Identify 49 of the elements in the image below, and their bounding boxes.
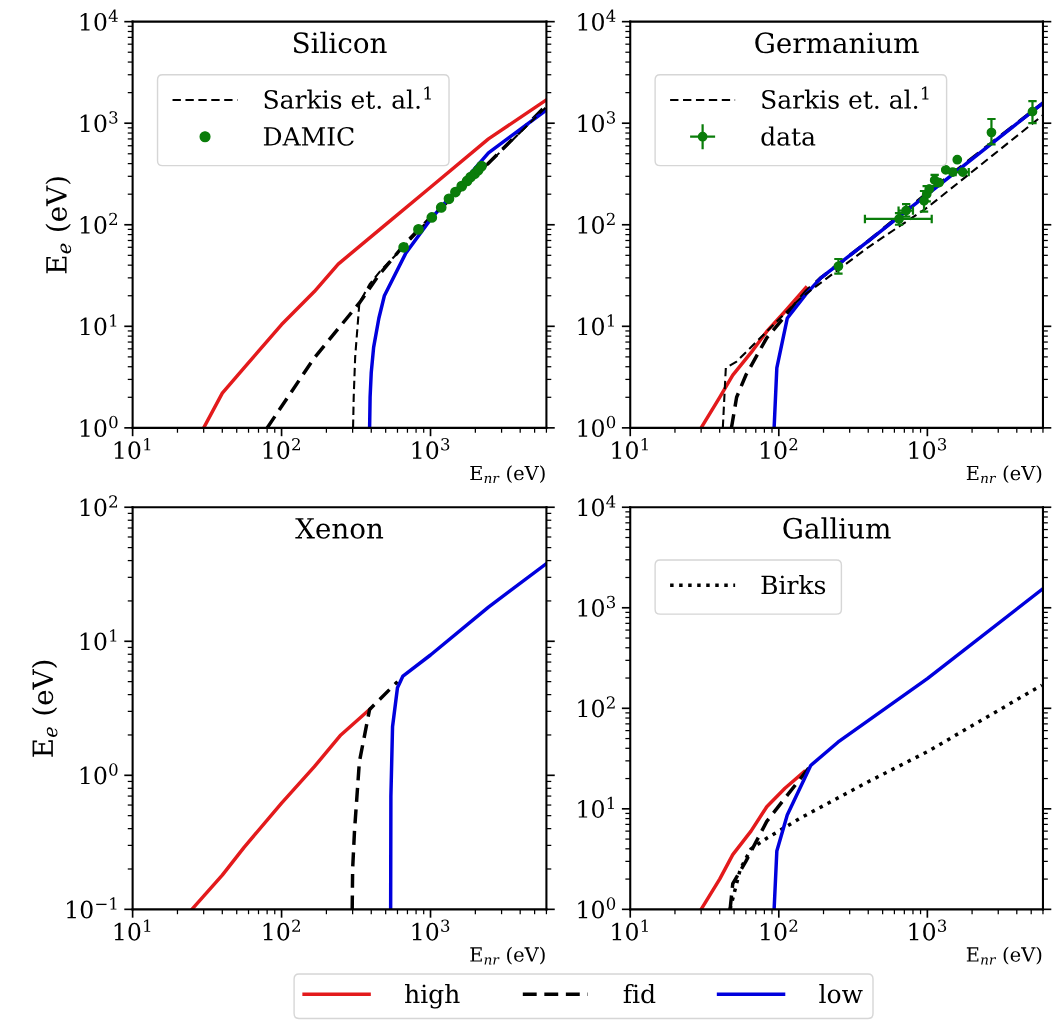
x-axis-title: E$_{nr}$ (eV) <box>966 465 1042 484</box>
legend-label: high <box>405 983 460 1009</box>
x-tick-label: 10$^{3}$ <box>909 437 947 460</box>
x-tick-label: 10$^{1}$ <box>612 919 648 941</box>
y-tick-label: 10$^{3}$ <box>80 111 118 133</box>
chart-title: Germanium <box>755 32 919 54</box>
y-tick-label: 10$^{4}$ <box>578 495 616 517</box>
y-tick-label: 10$^{0}$ <box>80 763 118 785</box>
y-tick-label: 10$^{2}$ <box>578 212 615 234</box>
y-tick-label: 10$^{1}$ <box>80 314 117 336</box>
y-tick-label: 10$^{3}$ <box>578 111 616 133</box>
y-tick-label: 10$^{−1}$ <box>67 897 117 919</box>
legend-label: DAMIC <box>263 126 354 146</box>
chart-title: Silicon <box>293 31 387 54</box>
y-tick-label: 10$^{2}$ <box>578 696 615 718</box>
y-tick-label: 10$^{0}$ <box>578 897 616 919</box>
x-tick-label: 10$^{3}$ <box>412 919 450 941</box>
x-tick-label: 10$^{1}$ <box>612 437 648 460</box>
x-tick-label: 10$^{1}$ <box>114 437 151 460</box>
x-tick-label: 10$^{2}$ <box>263 919 300 941</box>
y-axis-title: E$_{e}$ (eV) <box>45 177 72 274</box>
x-axis-title: E$_{nr}$ (eV) <box>470 946 545 965</box>
x-axis-title: E$_{nr}$ (eV) <box>966 946 1042 965</box>
x-tick-label: 10$^{3}$ <box>909 919 947 941</box>
legend-label: Sarkis et. al.$^{1}$ <box>264 86 431 109</box>
y-axis-title: E$_{e}$ (eV) <box>31 660 58 757</box>
y-tick-label: 10$^{1}$ <box>578 314 614 336</box>
y-tick-label: 10$^{4}$ <box>578 9 616 31</box>
y-tick-label: 10$^{1}$ <box>578 796 614 818</box>
y-tick-label: 10$^{3}$ <box>578 595 616 617</box>
y-tick-label: 10$^{2}$ <box>80 495 118 517</box>
legend-label: Birks <box>761 574 826 595</box>
y-tick-label: 10$^{1}$ <box>80 629 117 651</box>
legend-label: data <box>761 126 816 146</box>
legend-label: low <box>819 983 863 1004</box>
y-tick-label: 10$^{0}$ <box>578 415 616 437</box>
x-tick-label: 10$^{2}$ <box>760 437 798 460</box>
y-tick-label: 10$^{4}$ <box>80 9 118 31</box>
y-tick-label: 10$^{2}$ <box>80 212 118 234</box>
x-tick-label: 10$^{2}$ <box>263 437 300 460</box>
chart-title: Gallium <box>783 517 891 539</box>
x-axis-title: E$_{nr}$ (eV) <box>470 465 545 484</box>
y-tick-label: 10$^{0}$ <box>80 415 118 437</box>
legend-label: fid <box>623 983 656 1004</box>
x-tick-label: 10$^{1}$ <box>114 919 151 941</box>
chart-title: Xenon <box>295 518 384 539</box>
x-tick-label: 10$^{3}$ <box>412 437 450 460</box>
legend-label: Sarkis et. al.$^{1}$ <box>762 86 929 109</box>
x-tick-label: 10$^{2}$ <box>760 919 798 941</box>
